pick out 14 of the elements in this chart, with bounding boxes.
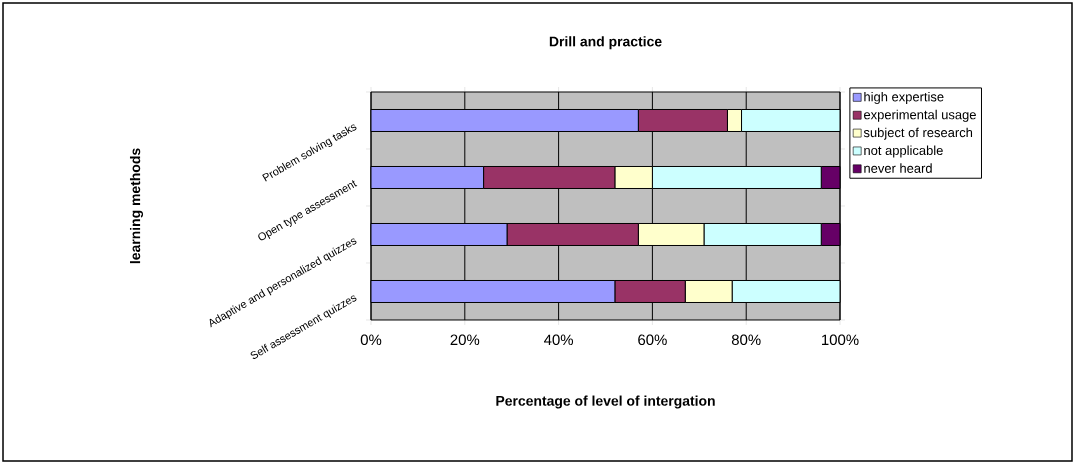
x-tick-label: 40% (544, 334, 574, 346)
legend-label: experimental usage (864, 109, 976, 122)
x-tick-label: 80% (731, 334, 761, 346)
x-tick-label: 0% (360, 334, 382, 346)
x-tick-label: 100% (822, 334, 859, 346)
y-axis-title: learning methods (129, 148, 144, 264)
legend-label: not applicable (864, 145, 943, 158)
legend-label: high expertise (864, 91, 944, 104)
chart-title: Drill and practice (549, 36, 662, 50)
legend-label: subject of research (863, 127, 973, 140)
legend-label: never heard (864, 163, 932, 173)
x-tick-label: 20% (450, 334, 480, 346)
x-tick-label: 60% (638, 334, 667, 346)
x-axis-title: Percentage of level of intergation (496, 395, 715, 409)
